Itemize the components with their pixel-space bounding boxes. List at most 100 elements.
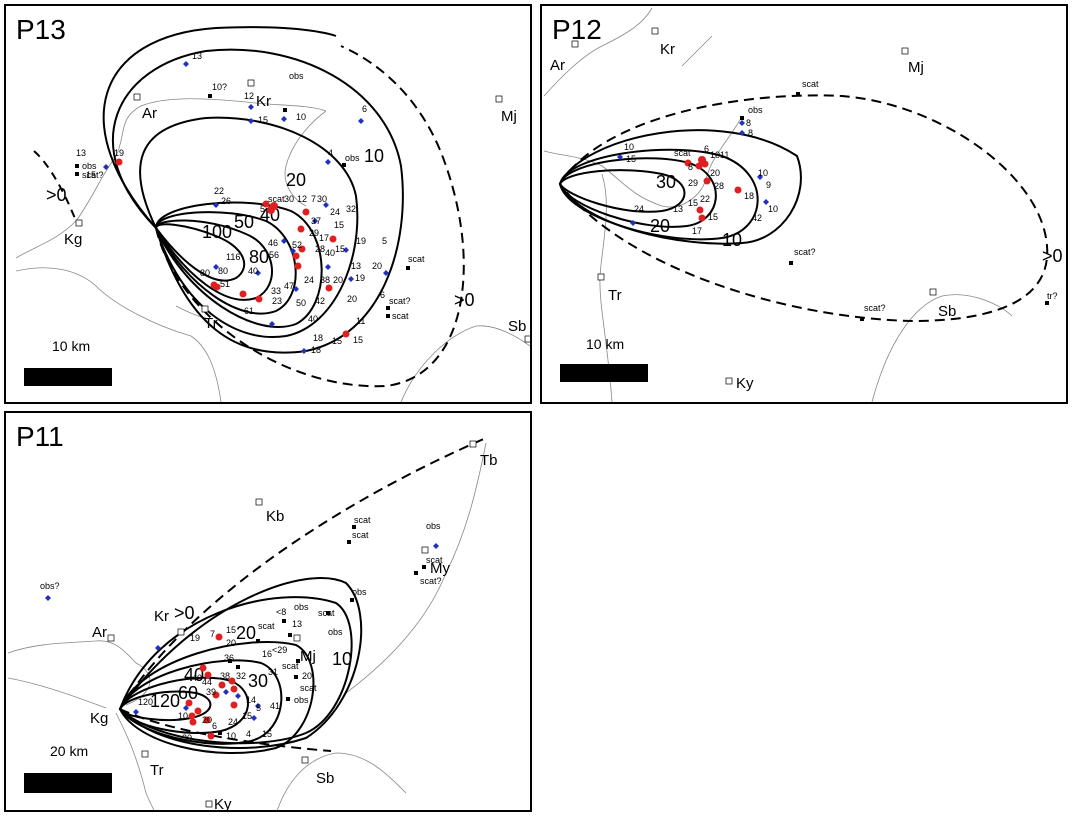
sample-label: scat xyxy=(408,254,425,264)
sample-label: obs xyxy=(82,161,97,171)
red-samples xyxy=(185,633,238,740)
contour-label: 30 xyxy=(248,671,268,691)
black-samples xyxy=(75,94,410,318)
blue-samples xyxy=(103,61,389,354)
sample-label: scat? xyxy=(389,296,411,306)
scale-bar xyxy=(24,368,112,386)
sample-label: 15 xyxy=(335,244,345,254)
sample-label: 13 xyxy=(673,204,683,214)
sample-label: 20 xyxy=(202,715,212,725)
sample-label: scat? xyxy=(864,303,886,313)
sample-label: 9 xyxy=(766,180,771,190)
sample-label: 46 xyxy=(268,238,278,248)
sample-label: 80 xyxy=(218,266,228,276)
sample-label: 16 xyxy=(262,649,272,659)
sample-label: obs xyxy=(328,627,343,637)
contour-label: 40 xyxy=(184,665,204,685)
sample-label: 26 xyxy=(221,196,231,206)
sample-label: scat? xyxy=(794,247,816,257)
town-label: Mj xyxy=(908,59,924,76)
sample-label: obs xyxy=(289,71,304,81)
sample-label: 20 xyxy=(226,638,236,648)
sample-labels: 10 15 scat 8 6 10 11 20 29 28 18 10 9 22… xyxy=(624,79,1058,313)
sample-label: 28 xyxy=(714,181,724,191)
town-label: Kb xyxy=(266,508,284,525)
town-label: Tr xyxy=(150,762,164,779)
black-samples xyxy=(218,525,426,735)
sample-label: 8 xyxy=(746,118,751,128)
sample-label: scat xyxy=(392,311,409,321)
scale-bar xyxy=(24,773,112,793)
sample-label: scat xyxy=(802,79,819,89)
red-samples xyxy=(115,158,350,338)
sample-label: 18 xyxy=(311,345,321,355)
contour-label: 80 xyxy=(249,247,269,267)
sample-label: 10 xyxy=(226,731,236,741)
sample-label: 10 xyxy=(710,150,720,160)
sample-label: 40 xyxy=(325,248,335,258)
sample-label: scat? xyxy=(420,576,442,586)
sample-label: 5 xyxy=(256,703,261,713)
sample-label: 29 xyxy=(688,178,698,188)
sample-label: 44 xyxy=(202,677,212,687)
town-label: Tr xyxy=(608,287,622,304)
sample-label: 42 xyxy=(752,213,762,223)
sample-label: 20 xyxy=(333,275,343,285)
sample-labels: obs? obs 19 7 15 20 16 <29 36 40 44 39 3… xyxy=(40,515,443,743)
sample-label: 24 xyxy=(634,204,644,214)
sample-label: 52 xyxy=(292,240,302,250)
sample-label: 22 xyxy=(700,194,710,204)
sample-label: 19 xyxy=(114,148,124,158)
sample-label: 15 xyxy=(332,336,342,346)
sample-label: 38 xyxy=(220,671,230,681)
sample-label: obs xyxy=(748,105,763,115)
contour-labels: 100 80 50 40 20 10 >0 >0 xyxy=(46,146,475,310)
scale-label: 10 km xyxy=(586,336,625,352)
sample-label: 32 xyxy=(346,204,356,214)
contour-label: >0 xyxy=(454,290,475,310)
sample-label: 5 xyxy=(382,236,387,246)
sample-label: tr? xyxy=(1047,291,1058,301)
sample-label: 36 xyxy=(224,653,234,663)
sample-label: 30 xyxy=(317,194,327,204)
sample-label: obs? xyxy=(40,581,60,591)
sample-label: 41 xyxy=(270,701,280,711)
contour-label: 100 xyxy=(202,222,232,242)
sample-label: 6 xyxy=(380,290,385,300)
sample-label: 40 xyxy=(248,266,258,276)
sample-labels: 13 12 15 10 6 4 13 19 15 22 26 30 12 7 3… xyxy=(76,51,425,355)
sample-label: 120 xyxy=(138,697,153,707)
contour-label: 60 xyxy=(178,683,198,703)
sample-label: 23 xyxy=(272,296,282,306)
towns: Tb Kb My Ar Kr Mj Kg Tr Sb Ky xyxy=(90,440,498,812)
town-label: Kr xyxy=(660,41,675,58)
sample-label: 19 xyxy=(355,273,365,283)
town-label: Ky xyxy=(214,796,232,812)
sample-label: 10 xyxy=(768,204,778,214)
panel-title: P11 xyxy=(16,421,64,452)
sample-label: 8 xyxy=(748,128,753,138)
sample-label: 42 xyxy=(315,296,325,306)
sample-label: 51 xyxy=(220,279,230,289)
contour-label: 10 xyxy=(332,649,352,669)
sample-label: scat xyxy=(268,194,285,204)
contour-label: >0 xyxy=(46,185,67,205)
sample-label: scat xyxy=(674,148,691,158)
sample-label: 19 xyxy=(190,633,200,643)
contour-label: 20 xyxy=(286,170,306,190)
town-label: Kg xyxy=(64,231,82,248)
towns: Ar Kr Mj Tr Sb Ky xyxy=(550,27,956,392)
towns: Ar Kr Mj Kg Tr Sb xyxy=(64,79,530,343)
sample-label: obs xyxy=(426,521,441,531)
sample-label: 6 xyxy=(362,104,367,114)
sample-label: 11 xyxy=(720,150,729,160)
contour-label: >0 xyxy=(174,603,195,623)
sample-label: 30 xyxy=(182,733,192,743)
isopach-contours xyxy=(33,26,465,388)
sample-label: scat xyxy=(300,683,317,693)
sample-label: scat xyxy=(282,661,299,671)
contour-label: 50 xyxy=(234,212,254,232)
sample-label: 22 xyxy=(214,186,224,196)
sample-label: 24 xyxy=(304,275,314,285)
town-label: Tr xyxy=(204,315,218,332)
